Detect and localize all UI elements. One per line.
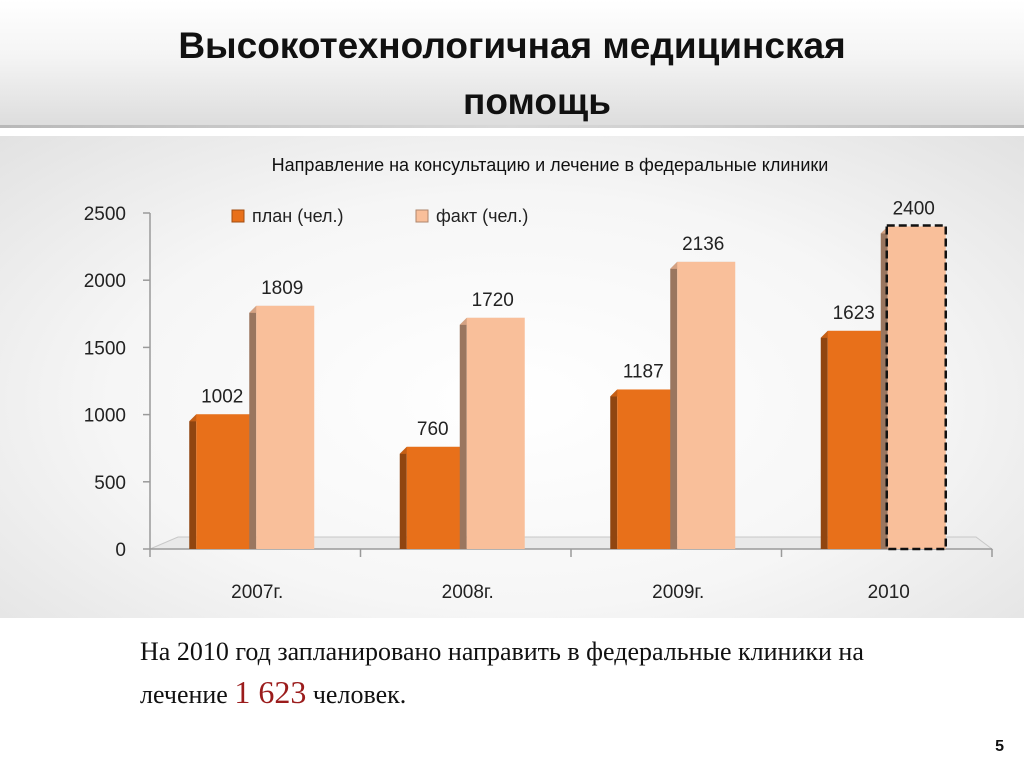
data-label: 1623 [833, 303, 875, 324]
bar-side [670, 261, 678, 549]
y-tick-label: 2500 [84, 204, 126, 225]
caption-highlight: 1 623 [234, 674, 307, 710]
bar-fact [466, 317, 525, 549]
chart-title: Направление на консультацию и лечение в … [271, 155, 829, 175]
x-tick-label: 2010 [868, 582, 910, 603]
bar-fact [887, 226, 946, 549]
bar-plan [827, 330, 886, 549]
y-tick-label: 0 [115, 540, 126, 561]
bar-side [459, 317, 467, 549]
x-tick-label: 2009г. [652, 582, 704, 603]
title-band [0, 0, 1024, 128]
slide-title: Высокотехнологичная медицинская помощь [80, 18, 944, 130]
data-label: 1187 [623, 361, 664, 382]
bar-side [189, 414, 197, 549]
legend-label: факт (чел.) [436, 206, 528, 226]
y-tick-label: 1500 [84, 338, 126, 359]
caption-prefix: На 2010 год запланировано направить в фе… [140, 637, 864, 709]
data-label: 760 [417, 419, 449, 440]
bar-plan [406, 446, 465, 549]
bar-side [249, 305, 257, 549]
y-tick-label: 2000 [84, 271, 126, 292]
legend-swatch [231, 209, 245, 223]
data-label: 1809 [261, 278, 303, 299]
bar-side [820, 330, 828, 549]
y-tick-label: 1000 [84, 406, 126, 427]
page-number: 5 [995, 738, 1004, 755]
bar-fact [256, 305, 315, 549]
caption-suffix: человек. [312, 680, 407, 709]
bar-plan [617, 389, 676, 549]
legend-swatch [415, 209, 429, 223]
x-tick-label: 2008г. [442, 582, 494, 603]
bar-fact [677, 261, 736, 549]
x-tick-label: 2007г. [231, 582, 283, 603]
highlight-dashed-outline [885, 224, 947, 551]
slide-title-line1: Высокотехнологичная медицинская [178, 25, 846, 66]
slide-title-line2: помощь [463, 81, 611, 122]
data-label: 2400 [893, 198, 935, 219]
bar-chart: 0 500 1000 1500 2000 2500 2007г. 2008г. 2009г. 20… [84, 198, 994, 603]
caption-text: На 2010 год запланировано направить в фе… [140, 632, 940, 715]
bar-side [610, 389, 618, 549]
bar-side [399, 446, 407, 549]
data-label: 1720 [472, 290, 514, 311]
y-tick-label: 500 [94, 473, 126, 494]
data-label: 2136 [682, 234, 724, 255]
legend-label: план (чел.) [252, 206, 344, 226]
bar-plan [196, 414, 255, 549]
data-label: 1002 [201, 386, 243, 407]
